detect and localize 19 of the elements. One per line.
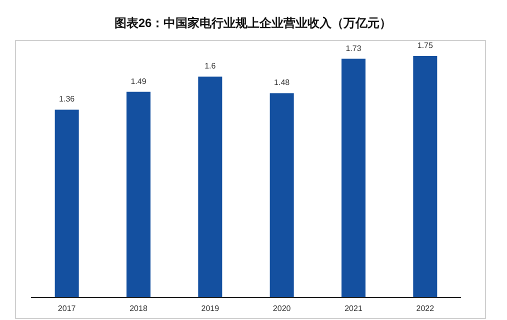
x-tick-label: 2018 <box>130 304 148 313</box>
data-label: 1.6 <box>204 62 216 71</box>
x-tick-label: 2022 <box>416 304 435 313</box>
data-label: 1.75 <box>417 41 434 50</box>
data-label: 1.49 <box>130 76 147 86</box>
x-tick-label: 2017 <box>58 304 76 313</box>
bar <box>342 58 366 297</box>
chart-title: 图表26：中国家电行业规上企业营业收入（万亿元） <box>114 16 392 30</box>
x-tick-label: 2019 <box>201 304 220 313</box>
bar <box>54 110 79 297</box>
data-label: 1.36 <box>59 94 76 104</box>
bar <box>270 93 294 297</box>
bar <box>413 56 438 297</box>
x-tick-label: 2021 <box>344 304 363 313</box>
data-label: 1.73 <box>346 44 362 53</box>
bar <box>198 76 222 297</box>
bar <box>126 92 150 297</box>
data-label: 1.48 <box>274 78 290 88</box>
x-tick-label: 2020 <box>272 304 292 313</box>
